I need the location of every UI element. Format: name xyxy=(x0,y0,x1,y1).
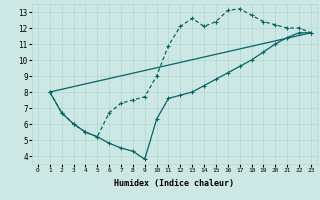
X-axis label: Humidex (Indice chaleur): Humidex (Indice chaleur) xyxy=(115,179,234,188)
